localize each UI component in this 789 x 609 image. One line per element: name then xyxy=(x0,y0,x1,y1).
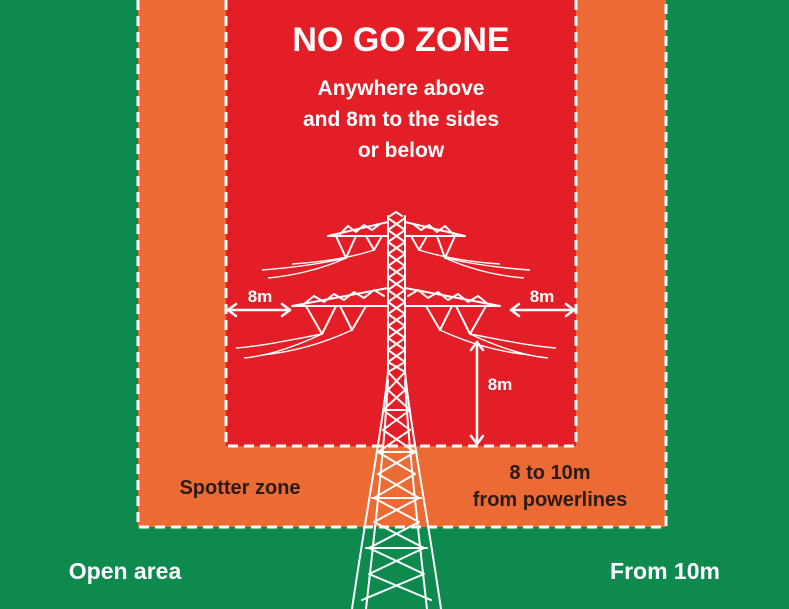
spotter-zone-range-line-1: 8 to 10m xyxy=(509,462,591,484)
below-8m-label: 8m xyxy=(487,375,513,394)
open-area-range: From 10m xyxy=(610,558,720,584)
open-area-label: Open area xyxy=(68,558,182,584)
left-8m-arrow xyxy=(226,302,292,318)
right-8m-label: 8m xyxy=(529,287,555,306)
right-8m-arrow xyxy=(509,302,576,318)
left-8m-label: 8m xyxy=(247,287,273,306)
spotter-zone-boundary xyxy=(136,0,668,529)
measurement-arrows xyxy=(226,302,576,446)
no-go-zone-title: NO GO ZONE xyxy=(292,21,510,59)
powerlines xyxy=(235,249,557,359)
no-go-zone xyxy=(226,0,576,446)
spotter-zone-label: Spotter zone xyxy=(179,477,301,499)
spotter-zone-range-line-2: from powerlines xyxy=(472,489,628,511)
below-8m-arrow xyxy=(469,340,485,446)
no-go-zone-description-line-1: Anywhere above xyxy=(317,77,485,100)
no-go-zone-description-line-2: and 8m to the sides xyxy=(302,108,500,131)
no-go-zone-description-line-3: or below xyxy=(357,139,445,162)
transmission-tower-icon xyxy=(291,211,501,609)
